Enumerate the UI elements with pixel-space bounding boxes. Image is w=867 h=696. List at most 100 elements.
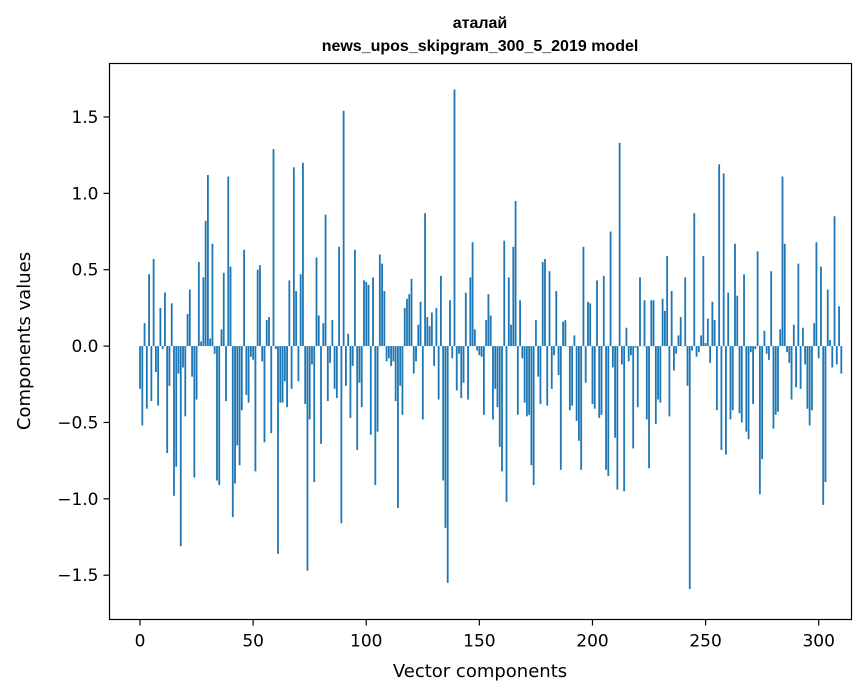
y-tick-label: 1.0 xyxy=(71,184,98,204)
bar-84 xyxy=(329,346,331,363)
bar-301 xyxy=(820,266,822,347)
bar-72 xyxy=(302,162,304,347)
bar-90 xyxy=(342,110,345,347)
bar-169 xyxy=(521,346,524,359)
bar-298 xyxy=(813,323,816,347)
bar-23 xyxy=(191,346,193,377)
bar-280 xyxy=(772,346,775,429)
bar-284 xyxy=(781,176,784,347)
bar-123 xyxy=(417,324,420,347)
bar-277 xyxy=(765,346,768,354)
bar-30 xyxy=(207,175,209,347)
bar-91 xyxy=(344,346,347,386)
bar-21 xyxy=(186,314,189,347)
bar-93 xyxy=(349,346,352,418)
bar-49 xyxy=(249,346,252,357)
bar-176 xyxy=(537,346,540,377)
bar-121 xyxy=(412,346,415,374)
bar-81 xyxy=(322,323,325,347)
bar-95 xyxy=(354,249,356,347)
bar-232 xyxy=(663,310,666,347)
bar-27 xyxy=(200,341,203,347)
bar-125 xyxy=(421,346,424,420)
bar-286 xyxy=(786,346,788,353)
bar-187 xyxy=(562,321,564,347)
bar-73 xyxy=(304,346,307,405)
y-tick-label: −1.5 xyxy=(57,566,98,586)
bar-281 xyxy=(774,346,777,415)
bar-118 xyxy=(406,298,408,347)
bar-53 xyxy=(259,265,261,347)
bar-33 xyxy=(213,346,216,354)
bar-64 xyxy=(283,346,286,382)
bar-223 xyxy=(643,300,646,347)
bar-129 xyxy=(430,312,433,347)
bar-263 xyxy=(734,243,736,347)
bar-120 xyxy=(410,278,413,347)
bar-45 xyxy=(240,346,243,411)
bar-160 xyxy=(501,346,503,472)
bar-260 xyxy=(727,292,730,347)
bar-162 xyxy=(505,346,508,502)
bar-131 xyxy=(435,307,438,347)
bar-288 xyxy=(790,346,793,400)
bar-138 xyxy=(451,346,454,359)
bar-68 xyxy=(292,167,295,347)
bar-168 xyxy=(519,300,521,347)
bar-144 xyxy=(464,292,467,347)
bar-0 xyxy=(139,346,141,389)
bar-134 xyxy=(442,346,445,481)
bar-186 xyxy=(559,346,562,470)
bar-197 xyxy=(584,346,587,383)
bar-4 xyxy=(148,274,150,347)
bar-13 xyxy=(168,346,171,386)
bar-85 xyxy=(331,320,334,347)
bar-270 xyxy=(749,346,752,353)
bar-250 xyxy=(704,343,707,347)
bar-304 xyxy=(826,289,829,347)
bar-89 xyxy=(340,346,343,524)
bar-231 xyxy=(661,298,664,347)
bar-56 xyxy=(265,320,268,347)
bar-29 xyxy=(204,220,207,347)
bar-257 xyxy=(720,346,723,450)
bar-229 xyxy=(657,346,659,400)
bar-248 xyxy=(700,335,702,347)
bar-183 xyxy=(553,346,555,356)
bar-161 xyxy=(503,240,506,347)
bar-228 xyxy=(654,346,657,424)
bar-104 xyxy=(374,346,377,486)
x-tick-label: 150 xyxy=(463,632,495,652)
bar-155 xyxy=(489,315,492,347)
bar-182 xyxy=(550,346,553,389)
x-tick-label: 100 xyxy=(350,632,382,652)
y-tick-label: −0.5 xyxy=(57,413,98,433)
bar-65 xyxy=(286,346,288,408)
bar-267 xyxy=(743,274,745,347)
bar-271 xyxy=(752,346,754,405)
bar-39 xyxy=(227,176,230,347)
bar-20 xyxy=(184,346,187,417)
bar-193 xyxy=(575,346,578,421)
bar-246 xyxy=(695,346,698,357)
bar-216 xyxy=(627,346,630,362)
bar-306 xyxy=(831,346,834,368)
bar-196 xyxy=(582,246,585,347)
bar-282 xyxy=(777,346,779,412)
bar-31 xyxy=(209,338,212,347)
bar-69 xyxy=(295,291,298,347)
bar-122 xyxy=(415,346,417,362)
bar-110 xyxy=(387,346,390,359)
bar-113 xyxy=(394,346,397,402)
y-tick-label: 0.5 xyxy=(71,261,98,281)
bar-227 xyxy=(652,300,655,347)
bar-78 xyxy=(315,257,318,347)
bar-175 xyxy=(535,320,537,347)
bar-157 xyxy=(494,346,497,389)
bar-150 xyxy=(478,346,481,356)
bar-5 xyxy=(150,346,153,402)
bar-25 xyxy=(195,346,198,400)
bar-12 xyxy=(166,346,169,453)
bar-219 xyxy=(634,346,637,348)
y-tick-label: 1.5 xyxy=(71,108,98,128)
